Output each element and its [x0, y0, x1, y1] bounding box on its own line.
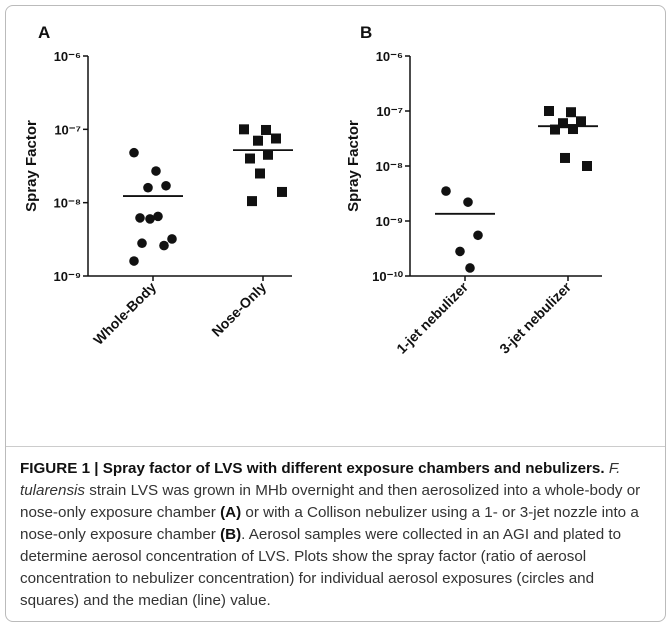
y-tick-label: 10⁻⁹: [54, 269, 82, 284]
data-point: [277, 186, 287, 197]
data-point: [245, 153, 255, 164]
data-point: [151, 166, 161, 176]
data-point: [568, 124, 578, 135]
data-point: [143, 182, 153, 193]
data-point: [271, 133, 281, 144]
caption: FIGURE 1 | Spray factor of LVS with diff…: [20, 458, 652, 612]
y-axis-label: Spray Factor: [23, 120, 40, 212]
y-tick-label: 10⁻⁷: [54, 122, 81, 137]
data-point: [566, 107, 576, 118]
data-point: [576, 116, 586, 127]
data-point: [560, 152, 570, 163]
y-axis-label: Spray Factor: [345, 120, 362, 212]
plots: A Spray Factor 10⁻⁹ 10⁻⁸ 10⁻⁷ 10⁻⁶ Whole-Body N…: [23, 23, 602, 357]
x-tick-label: 1-jet nebulizer: [393, 278, 471, 356]
y-tick-label: 10⁻⁶: [54, 49, 81, 64]
y-tick-label: 10⁻⁸: [376, 159, 403, 174]
x-tick-label: Nose-Only: [208, 279, 269, 340]
data-point: [263, 149, 273, 160]
caption-text: F. tularensis: [20, 460, 621, 499]
data-point: [247, 196, 257, 207]
caption-text: strain LVS was grown in MHb overnight an…: [20, 482, 641, 521]
data-point: [129, 256, 139, 266]
panel-label: A: [38, 23, 50, 42]
data-point: [161, 180, 171, 191]
data-point: [255, 168, 265, 179]
data-point: [261, 124, 271, 135]
data-point: [463, 197, 473, 207]
data-point: [135, 213, 145, 223]
data-point: [550, 124, 560, 135]
y-tick-label: 10⁻⁷: [376, 104, 403, 119]
y-tick-label: 10⁻⁸: [54, 196, 81, 211]
data-point: [544, 106, 554, 116]
data-point: [465, 263, 475, 273]
caption-title: FIGURE 1 | Spray factor of LVS with diff…: [20, 460, 605, 477]
y-tick-label: 10⁻⁶: [376, 49, 403, 64]
data-point: [153, 211, 163, 222]
panel-label: B: [360, 23, 372, 42]
data-point: [137, 238, 147, 249]
caption-text: (B): [220, 526, 242, 543]
data-point: [145, 214, 155, 224]
data-point: [558, 118, 568, 129]
data-point: [239, 124, 249, 135]
data-point: [167, 234, 177, 244]
data-point: [441, 186, 451, 196]
x-tick-label: 3-jet nebulizer: [496, 278, 574, 356]
data-point: [159, 240, 169, 251]
y-tick-label: 10⁻¹⁰: [372, 269, 404, 284]
divider: [6, 446, 665, 447]
data-point: [253, 135, 263, 146]
data-point: [473, 230, 483, 241]
data-point: [455, 246, 465, 257]
x-tick-label: Whole-Body: [90, 279, 159, 348]
caption-text: . Aerosol samples were collected in an A…: [20, 526, 622, 609]
figure: A Spray Factor 10⁻⁹ 10⁻⁸ 10⁻⁷ 10⁻⁶ Whole-Body N…: [5, 5, 666, 622]
data-point: [582, 161, 592, 171]
y-tick-label: 10⁻⁹: [376, 214, 404, 229]
caption-text: or with a Collison nebulizer using a 1- …: [20, 504, 639, 543]
data-point: [129, 147, 139, 158]
caption-text: (A): [220, 504, 242, 521]
